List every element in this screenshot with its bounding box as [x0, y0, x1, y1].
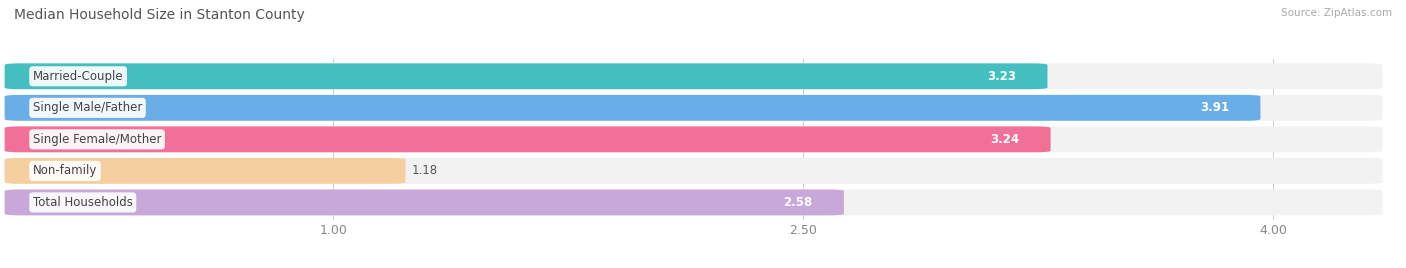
Text: Married-Couple: Married-Couple	[32, 70, 124, 83]
Text: Source: ZipAtlas.com: Source: ZipAtlas.com	[1281, 8, 1392, 18]
FancyBboxPatch shape	[4, 158, 1382, 184]
Text: Single Male/Father: Single Male/Father	[32, 101, 142, 114]
FancyBboxPatch shape	[4, 63, 1382, 89]
Text: 1.18: 1.18	[412, 164, 437, 177]
FancyBboxPatch shape	[4, 95, 1382, 121]
FancyBboxPatch shape	[4, 95, 1260, 121]
FancyBboxPatch shape	[4, 189, 1382, 215]
Text: 3.91: 3.91	[1199, 101, 1229, 114]
Text: Single Female/Mother: Single Female/Mother	[32, 133, 162, 146]
FancyBboxPatch shape	[4, 189, 844, 215]
Text: Non-family: Non-family	[32, 164, 97, 177]
Text: 3.24: 3.24	[990, 133, 1019, 146]
FancyBboxPatch shape	[4, 63, 1047, 89]
Text: Median Household Size in Stanton County: Median Household Size in Stanton County	[14, 8, 305, 22]
FancyBboxPatch shape	[4, 158, 405, 184]
Text: Total Households: Total Households	[32, 196, 132, 209]
Text: 2.58: 2.58	[783, 196, 813, 209]
Text: 3.23: 3.23	[987, 70, 1017, 83]
FancyBboxPatch shape	[4, 126, 1050, 152]
FancyBboxPatch shape	[4, 126, 1382, 152]
